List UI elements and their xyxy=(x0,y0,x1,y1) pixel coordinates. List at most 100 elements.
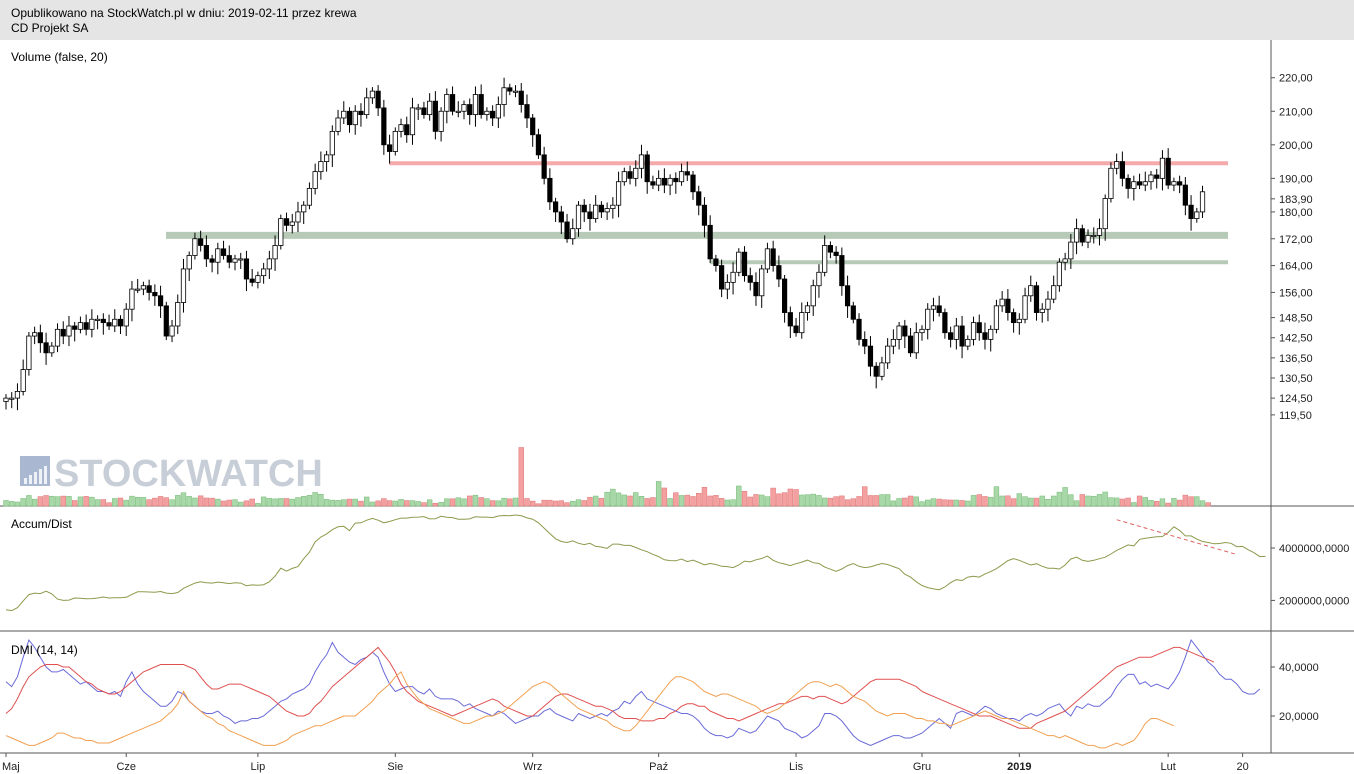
volume-bar xyxy=(684,494,690,507)
candle-body xyxy=(386,144,393,152)
candle-body xyxy=(329,130,335,156)
candle-body xyxy=(690,174,696,193)
volume-bar xyxy=(529,500,536,507)
candle-body xyxy=(856,318,862,340)
volume-bar xyxy=(3,500,9,507)
volume-bar xyxy=(123,499,129,507)
volume-bar xyxy=(781,492,788,507)
volume-bar xyxy=(816,495,822,507)
volume-bar xyxy=(787,488,794,507)
volume-bar xyxy=(20,498,26,507)
candle-body xyxy=(249,278,255,283)
candle-body xyxy=(587,211,593,220)
volume-bar xyxy=(879,494,885,507)
candle-body xyxy=(478,94,484,116)
candle-body xyxy=(32,332,38,337)
candle-body xyxy=(656,177,662,186)
candle-body xyxy=(575,204,582,230)
candle-body xyxy=(209,258,215,263)
volume-bar xyxy=(501,497,507,507)
candle-body xyxy=(753,281,759,297)
candle-body xyxy=(312,171,318,189)
y-tick-label: 124,50 xyxy=(1279,393,1313,405)
candle-body xyxy=(66,325,72,337)
candle-body xyxy=(1068,241,1074,260)
volume-bar xyxy=(1079,494,1086,507)
accum-dist-plot xyxy=(5,514,1266,612)
candle-body xyxy=(369,90,376,99)
x-tick-label: 20 xyxy=(1236,761,1248,773)
candle-body xyxy=(770,248,776,266)
volume-bar xyxy=(696,492,702,507)
candle-body xyxy=(604,208,610,213)
candle-body xyxy=(243,258,250,280)
volume-bar xyxy=(232,499,238,507)
volume-bar xyxy=(112,498,118,507)
volume-bar xyxy=(661,487,668,507)
candle-body xyxy=(844,285,851,307)
volume-bar xyxy=(83,496,89,507)
volume-bar xyxy=(633,492,639,507)
candle-body xyxy=(558,211,564,223)
candle-body xyxy=(764,248,771,270)
volume-bar xyxy=(209,497,215,507)
y-tick-label: 130,50 xyxy=(1279,373,1313,385)
volume-bar xyxy=(741,490,748,507)
candle-body xyxy=(1125,177,1131,189)
volume-bar xyxy=(421,502,427,507)
candle-body xyxy=(146,285,152,293)
candle-body xyxy=(427,100,433,116)
candle-body xyxy=(77,322,84,330)
volume-bar xyxy=(564,502,570,507)
candle-body xyxy=(1033,285,1040,313)
candle-body xyxy=(553,201,559,213)
volume-bar xyxy=(764,496,771,507)
volume-bar xyxy=(329,499,336,507)
candle-body xyxy=(289,221,295,226)
volume-bar xyxy=(1159,498,1166,507)
volume-bar xyxy=(987,496,994,507)
volume-bar xyxy=(644,498,650,507)
volume-bar xyxy=(197,495,204,507)
volume-bar xyxy=(598,497,605,507)
y-tick-label: 2000000,0000 xyxy=(1279,595,1349,607)
volume-bar xyxy=(1131,502,1137,507)
candle-body xyxy=(129,288,135,310)
candle-body xyxy=(1188,204,1194,220)
candle-body xyxy=(215,248,221,263)
volume-bar xyxy=(896,498,902,507)
volume-bar xyxy=(203,497,210,507)
x-tick-label: 2019 xyxy=(1007,761,1031,773)
candle-body xyxy=(95,318,101,321)
volume-bar xyxy=(381,498,387,507)
volume-bar xyxy=(134,496,141,507)
volume-bar xyxy=(1005,495,1011,507)
volume-bar xyxy=(323,499,330,507)
x-tick-label: Maj xyxy=(2,761,20,773)
candle-body xyxy=(392,130,398,152)
candle-body xyxy=(953,325,959,340)
volume-bar xyxy=(54,496,61,507)
candle-body xyxy=(1091,234,1097,237)
candle-body xyxy=(26,335,32,370)
volume-bar xyxy=(1039,495,1045,507)
watermark-icon-bar xyxy=(44,466,47,484)
candle-body xyxy=(993,305,1000,330)
volume-bar xyxy=(942,499,948,507)
candle-body xyxy=(1005,298,1011,313)
candle-body xyxy=(444,94,450,112)
y-tick-label: 156,00 xyxy=(1279,287,1313,299)
candle-body xyxy=(678,171,685,183)
candle-body xyxy=(942,312,948,334)
volume-bar xyxy=(575,499,582,507)
volume-bar xyxy=(375,500,381,507)
candle-body xyxy=(930,305,937,310)
volume-bar xyxy=(810,493,816,507)
volume-bar xyxy=(913,496,919,507)
candle-body xyxy=(117,318,124,327)
candle-body xyxy=(180,268,187,303)
volume-bar xyxy=(260,496,267,507)
volume-bar xyxy=(495,500,502,507)
volume-bar xyxy=(627,495,633,507)
